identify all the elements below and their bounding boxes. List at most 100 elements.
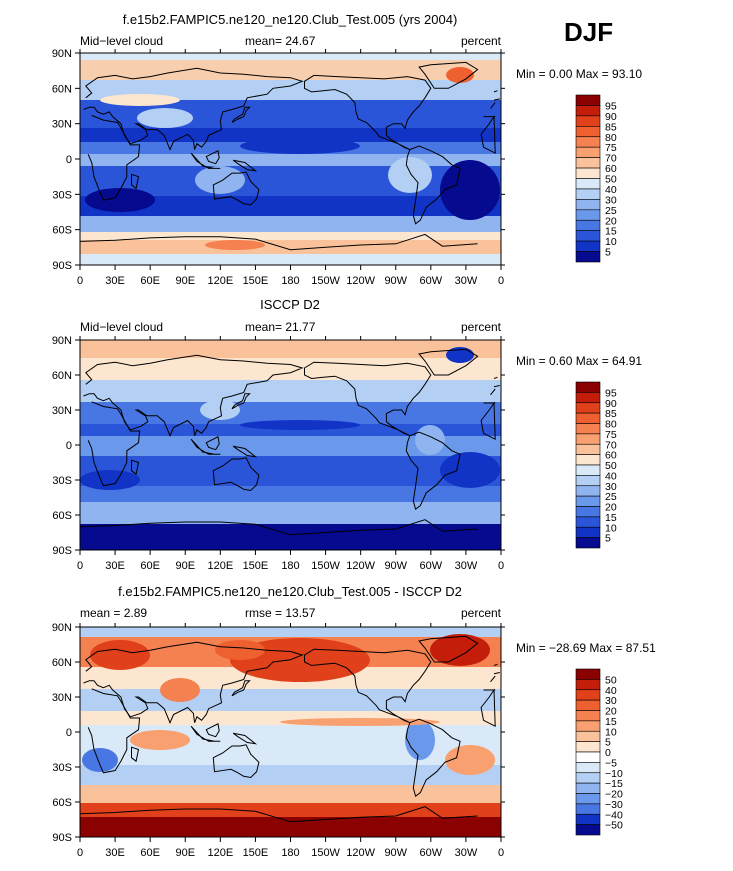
x-tick-label: 0 <box>77 847 83 859</box>
coastline <box>80 519 478 536</box>
colorbar-label: 60 <box>605 450 617 462</box>
colorbar-swatch <box>575 251 601 263</box>
colorbar-swatch <box>575 136 601 148</box>
y-tick-label: 0 <box>66 440 72 452</box>
colorbar-label: −5 <box>605 757 617 769</box>
minmax-label: Min = 0.00 Max = 93.10 <box>516 67 642 81</box>
y-tick-label: 30N <box>52 119 72 131</box>
colorbar-swatch <box>575 537 601 549</box>
y-tick-label: 60S <box>52 510 72 522</box>
colorbar-swatch <box>575 485 601 497</box>
coastline <box>418 348 479 376</box>
y-tick-label: 30S <box>52 762 72 774</box>
colorbar-label: 20 <box>605 215 617 227</box>
colorbar-swatch <box>575 793 601 805</box>
colorbar-swatch <box>575 506 601 518</box>
x-tick-label: 90W <box>384 275 407 287</box>
x-tick-label: 150E <box>243 275 269 287</box>
colorbar-swatch <box>575 423 601 435</box>
x-tick-label: 0 <box>77 560 83 572</box>
axis-ticks: 0 30E 60E 90E 120E 150E 180 150W 120W 90W 60W 30W 09… <box>52 48 505 287</box>
colorbar-swatch <box>575 475 601 487</box>
x-tick-label: 120E <box>207 275 233 287</box>
coastline <box>493 90 500 101</box>
coastline <box>231 106 251 123</box>
x-tick-label: 0 <box>498 560 504 572</box>
coastline <box>80 233 478 251</box>
coastline <box>418 61 479 89</box>
colorbar-swatch <box>575 188 601 200</box>
x-tick-label: 120E <box>207 560 233 572</box>
coastline <box>190 438 221 455</box>
minmax-label: Min = −28.69 Max = 87.51 <box>516 641 656 655</box>
colorbar-label: 50 <box>605 174 617 186</box>
colorbar-swatch <box>575 94 601 106</box>
colorbar-swatch <box>575 209 601 221</box>
x-tick-label: 150W <box>311 847 340 859</box>
y-tick-label: 90S <box>52 545 72 557</box>
colorbar-label: 95 <box>605 387 617 399</box>
x-tick-label: 0 <box>498 847 504 859</box>
coastline <box>131 459 140 476</box>
x-tick-label: 90W <box>384 847 407 859</box>
y-tick-label: 30S <box>52 189 72 201</box>
season-label: DJF <box>564 17 613 47</box>
colorbar-swatch <box>575 710 601 722</box>
x-tick-label: 60W <box>420 847 443 859</box>
coastline <box>87 114 496 201</box>
colorbar-swatch <box>575 464 601 476</box>
colorbar-label: −30 <box>605 799 623 811</box>
x-tick-label: 120W <box>346 275 375 287</box>
colorbar-label: 50 <box>605 460 617 472</box>
colorbar-label: 10 <box>605 522 617 534</box>
colorbar-swatch <box>575 157 601 169</box>
coastline <box>231 680 251 697</box>
map-field <box>80 53 501 265</box>
axis-ticks: 0 30E 60E 90E 120E 150E 180 150W 120W 90W 60W 30W 09… <box>52 335 505 572</box>
y-tick-label: 60N <box>52 657 72 669</box>
colorbar-label: −15 <box>605 778 623 790</box>
colorbar-label: −50 <box>605 820 623 832</box>
coastline <box>205 723 220 738</box>
x-tick-label: 60E <box>140 560 160 572</box>
colorbar-label: 75 <box>605 142 617 154</box>
x-tick-label: 30W <box>455 847 478 859</box>
colorbar-swatch <box>575 167 601 179</box>
panel-rmse-label: rmse = 13.57 <box>245 606 316 620</box>
colorbar-label: 90 <box>605 398 617 410</box>
colorbar-swatch <box>575 495 601 507</box>
colorbar-swatch <box>575 454 601 466</box>
x-tick-label: 60W <box>420 275 443 287</box>
y-tick-label: 30S <box>52 475 72 487</box>
coastlines <box>80 348 500 536</box>
colorbar-swatch <box>575 668 601 680</box>
colorbar-swatch <box>575 199 601 211</box>
coastline <box>405 718 461 798</box>
x-tick-label: 120E <box>207 847 233 859</box>
colorbar-swatch <box>575 443 601 455</box>
coastline <box>212 744 260 779</box>
coastline <box>493 663 500 675</box>
x-tick-label: 30E <box>105 275 125 287</box>
colorbar-label: 10 <box>605 236 617 248</box>
minmax-label: Min = 0.60 Max = 64.91 <box>516 354 642 368</box>
x-tick-label: 150E <box>243 847 269 859</box>
panel-mean-label: mean= 21.77 <box>245 320 316 334</box>
coastline <box>304 74 432 151</box>
y-tick-label: 90S <box>52 832 72 844</box>
colorbar-label: 15 <box>605 716 617 728</box>
x-tick-label: 180 <box>281 275 299 287</box>
coastline <box>190 725 221 742</box>
x-tick-label: 60E <box>140 847 160 859</box>
coastline <box>232 159 258 172</box>
x-tick-label: 90E <box>175 560 195 572</box>
colorbar-label: 40 <box>605 685 617 697</box>
x-tick-label: 150E <box>243 560 269 572</box>
colorbar-swatch <box>575 679 601 691</box>
coastline <box>212 171 260 206</box>
x-tick-label: 90E <box>175 275 195 287</box>
panel-title: f.e15b2.FAMPIC5.ne120_ne120.Club_Test.00… <box>118 584 462 599</box>
